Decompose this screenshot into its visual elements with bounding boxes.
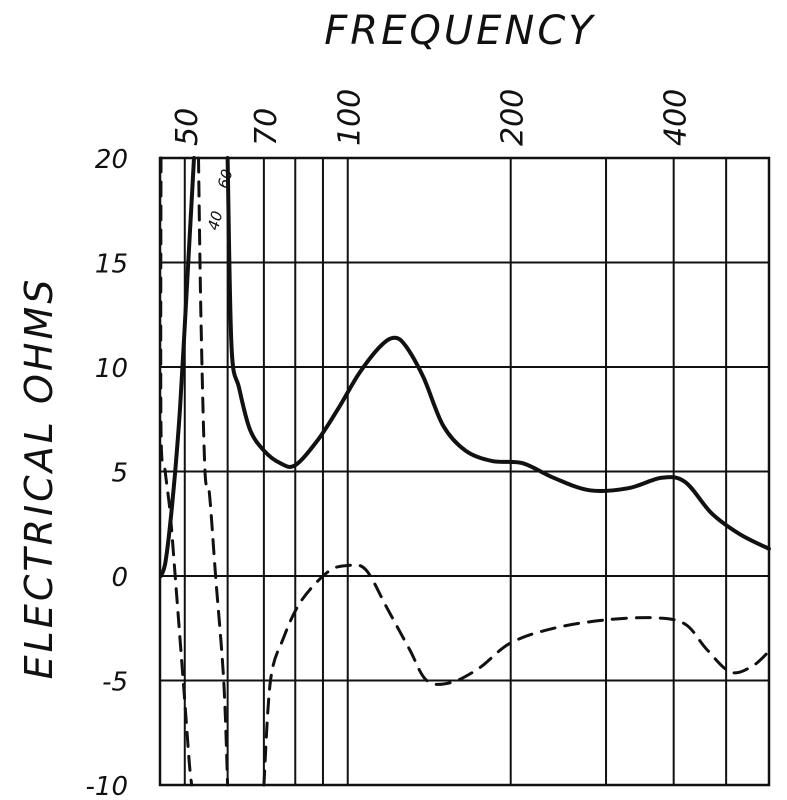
y-tick-label: -5 <box>102 668 128 698</box>
y-tick-label: 15 <box>95 250 128 280</box>
annotation-label: 40 <box>204 209 226 232</box>
y-axis-label: ELECTRICAL OHMS <box>17 277 61 680</box>
y-tick-label: 0 <box>111 563 128 593</box>
solid-series-line <box>225 156 771 551</box>
y-tick-label: 5 <box>111 459 128 489</box>
chart-title: FREQUENCY <box>324 8 596 54</box>
y-tick-label: 10 <box>95 354 128 384</box>
annotations: 60 40 <box>204 167 236 232</box>
series-lines <box>159 156 771 787</box>
y-tick-label: -10 <box>86 772 128 800</box>
x-tick-label: 50 <box>170 108 205 146</box>
x-tick-label: 100 <box>333 89 368 146</box>
solid-series-line <box>159 156 196 578</box>
x-tick-label: 200 <box>496 89 531 146</box>
y-tick-label: 20 <box>95 145 128 175</box>
x-tick-label: 70 <box>249 108 284 146</box>
plot-frame <box>158 156 771 787</box>
dashed-series-line <box>159 156 194 787</box>
annotation-label: 60 <box>214 167 236 190</box>
grid <box>158 156 771 787</box>
x-tick-label: 400 <box>659 89 694 146</box>
dashed-series-line <box>262 563 771 787</box>
dashed-series-line <box>197 156 230 787</box>
